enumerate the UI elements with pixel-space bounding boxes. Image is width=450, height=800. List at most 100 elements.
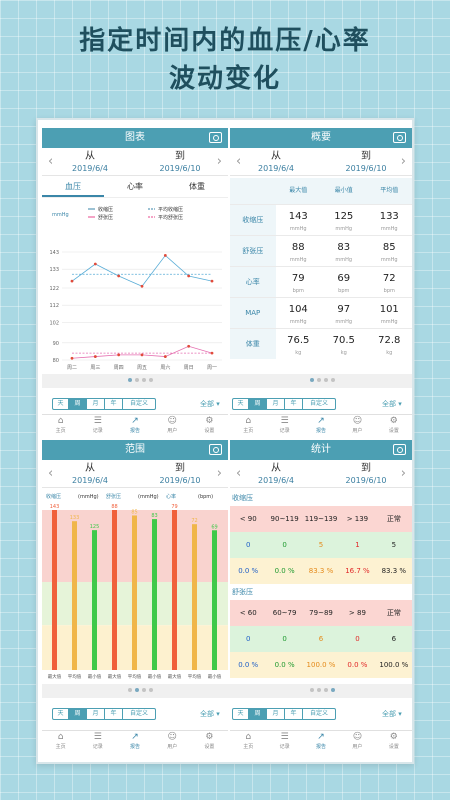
all-dropdown[interactable]: 全部 ▾ (382, 398, 402, 410)
period-day[interactable]: 天 (233, 399, 249, 409)
period-year[interactable]: 年 (105, 709, 123, 719)
nav-settings[interactable]: ⚙ 设置 (376, 731, 412, 752)
date-from[interactable]: 从 2019/6/4 (246, 462, 306, 486)
period-month[interactable]: 月 (267, 399, 285, 409)
period-week[interactable]: 周 (69, 709, 87, 719)
all-dropdown[interactable]: 全部 ▾ (200, 708, 220, 720)
next-arrow-icon[interactable]: › (400, 154, 406, 169)
nav-users[interactable]: ☺ 用户 (339, 731, 375, 752)
summary-value: 85 (382, 242, 396, 253)
date-from[interactable]: 从 2019/6/4 (60, 462, 120, 486)
summary-value: 83 (337, 242, 351, 253)
all-dropdown[interactable]: 全部 ▾ (382, 708, 402, 720)
date-from[interactable]: 从 2019/6/4 (60, 150, 120, 174)
period-week[interactable]: 周 (249, 709, 267, 719)
camera-icon[interactable] (393, 132, 406, 143)
period-day[interactable]: 天 (53, 709, 69, 719)
date-to[interactable]: 到 2019/6/10 (150, 462, 210, 486)
period-year[interactable]: 年 (285, 709, 303, 719)
page-dot[interactable] (142, 378, 146, 382)
tab-weight[interactable]: 体重 (189, 182, 205, 191)
period-custom[interactable]: 自定义 (309, 710, 328, 717)
nav-home[interactable]: ⌂ 主页 (42, 731, 79, 752)
nav-records-label: 记录 (279, 744, 290, 750)
period-year[interactable]: 年 (105, 399, 123, 409)
users-icon: ☺ (167, 416, 177, 426)
next-arrow-icon[interactable]: › (400, 466, 406, 481)
page-dot[interactable] (310, 378, 314, 382)
page-dot[interactable] (149, 378, 153, 382)
page-dot[interactable] (331, 378, 335, 382)
all-dropdown[interactable]: 全部 ▾ (200, 398, 220, 410)
page-dot[interactable] (324, 378, 328, 382)
camera-icon[interactable] (393, 444, 406, 455)
page-dot[interactable] (128, 688, 132, 692)
period-month[interactable]: 月 (87, 399, 105, 409)
page-dot[interactable] (317, 378, 321, 382)
period-day[interactable]: 天 (233, 709, 249, 719)
period-month[interactable]: 月 (267, 709, 285, 719)
nav-report[interactable]: ↗ 报告 (303, 731, 339, 752)
page-dot[interactable] (135, 378, 139, 382)
date-to[interactable]: 到 2019/6/10 (150, 150, 210, 174)
period-custom[interactable]: 自定义 (129, 400, 148, 407)
nav-settings[interactable]: ⚙ 设置 (376, 415, 412, 436)
period-day[interactable]: 天 (53, 399, 69, 409)
camera-icon[interactable] (209, 444, 222, 455)
summary-unit: mmHg (289, 226, 307, 232)
nav-users[interactable]: ☺ 用户 (154, 731, 191, 752)
summary-cell: 79 bpm (276, 267, 322, 297)
page-dot[interactable] (135, 688, 139, 692)
page-dot[interactable] (142, 688, 146, 692)
page-dot[interactable] (128, 378, 132, 382)
page-dot[interactable] (324, 688, 328, 692)
page-dot[interactable] (317, 688, 321, 692)
summary-cell: 143 mmHg (276, 205, 322, 235)
date-to[interactable]: 到 2019/6/10 (336, 462, 396, 486)
nav-report[interactable]: ↗ 报告 (116, 415, 153, 436)
next-arrow-icon[interactable]: › (216, 466, 222, 481)
period-week[interactable]: 周 (249, 399, 267, 409)
prev-arrow-icon[interactable]: ‹ (48, 466, 54, 481)
chevron-down-icon: ▾ (216, 710, 220, 718)
nav-records[interactable]: ☰ 记录 (266, 415, 302, 436)
series-line (71, 254, 213, 287)
gear-icon: ⚙ (205, 732, 214, 742)
nav-records[interactable]: ☰ 记录 (79, 415, 116, 436)
date-to[interactable]: 到 2019/6/10 (336, 150, 396, 174)
period-custom[interactable]: 自定义 (129, 710, 148, 717)
nav-records[interactable]: ☰ 记录 (266, 731, 302, 752)
prev-arrow-icon[interactable]: ‹ (236, 154, 242, 169)
period-year[interactable]: 年 (285, 399, 303, 409)
tab-heart-rate[interactable]: 心率 (127, 182, 143, 191)
page-dot[interactable] (149, 688, 153, 692)
camera-icon[interactable] (209, 132, 222, 143)
summary-cell: 101 mmHg (367, 298, 413, 328)
nav-settings[interactable]: ⚙ 设置 (191, 415, 228, 436)
range-bar-label: 最小值 (148, 673, 162, 680)
prev-arrow-icon[interactable]: ‹ (236, 466, 242, 481)
nav-users[interactable]: ☺ 用户 (339, 415, 375, 436)
date-from[interactable]: 从 2019/6/4 (246, 150, 306, 174)
nav-report[interactable]: ↗ 报告 (116, 731, 153, 752)
nav-home[interactable]: ⌂ 主页 (42, 415, 79, 436)
nav-home[interactable]: ⌂ 主页 (230, 731, 266, 752)
nav-report[interactable]: ↗ 报告 (303, 415, 339, 436)
next-arrow-icon[interactable]: › (216, 154, 222, 169)
nav-records[interactable]: ☰ 记录 (79, 731, 116, 752)
prev-arrow-icon[interactable]: ‹ (48, 154, 54, 169)
nav-home[interactable]: ⌂ 主页 (230, 415, 266, 436)
nav-settings[interactable]: ⚙ 设置 (191, 731, 228, 752)
period-custom[interactable]: 自定义 (309, 400, 328, 407)
period-week[interactable]: 周 (69, 399, 87, 409)
summary-row-label: 体重 (230, 329, 276, 359)
range-titlebar: 范围 (42, 440, 228, 460)
page-dot[interactable] (310, 688, 314, 692)
range-bar-value: 143 (50, 504, 60, 510)
page-dot[interactable] (331, 688, 335, 692)
period-month[interactable]: 月 (87, 709, 105, 719)
nav-users[interactable]: ☺ 用户 (154, 415, 191, 436)
pagination-dots-left (128, 688, 153, 692)
tab-blood-pressure[interactable]: 血压 (42, 176, 104, 197)
date-range-row: ‹ 从 2019/6/4 到 2019/6/10 › (42, 460, 228, 488)
